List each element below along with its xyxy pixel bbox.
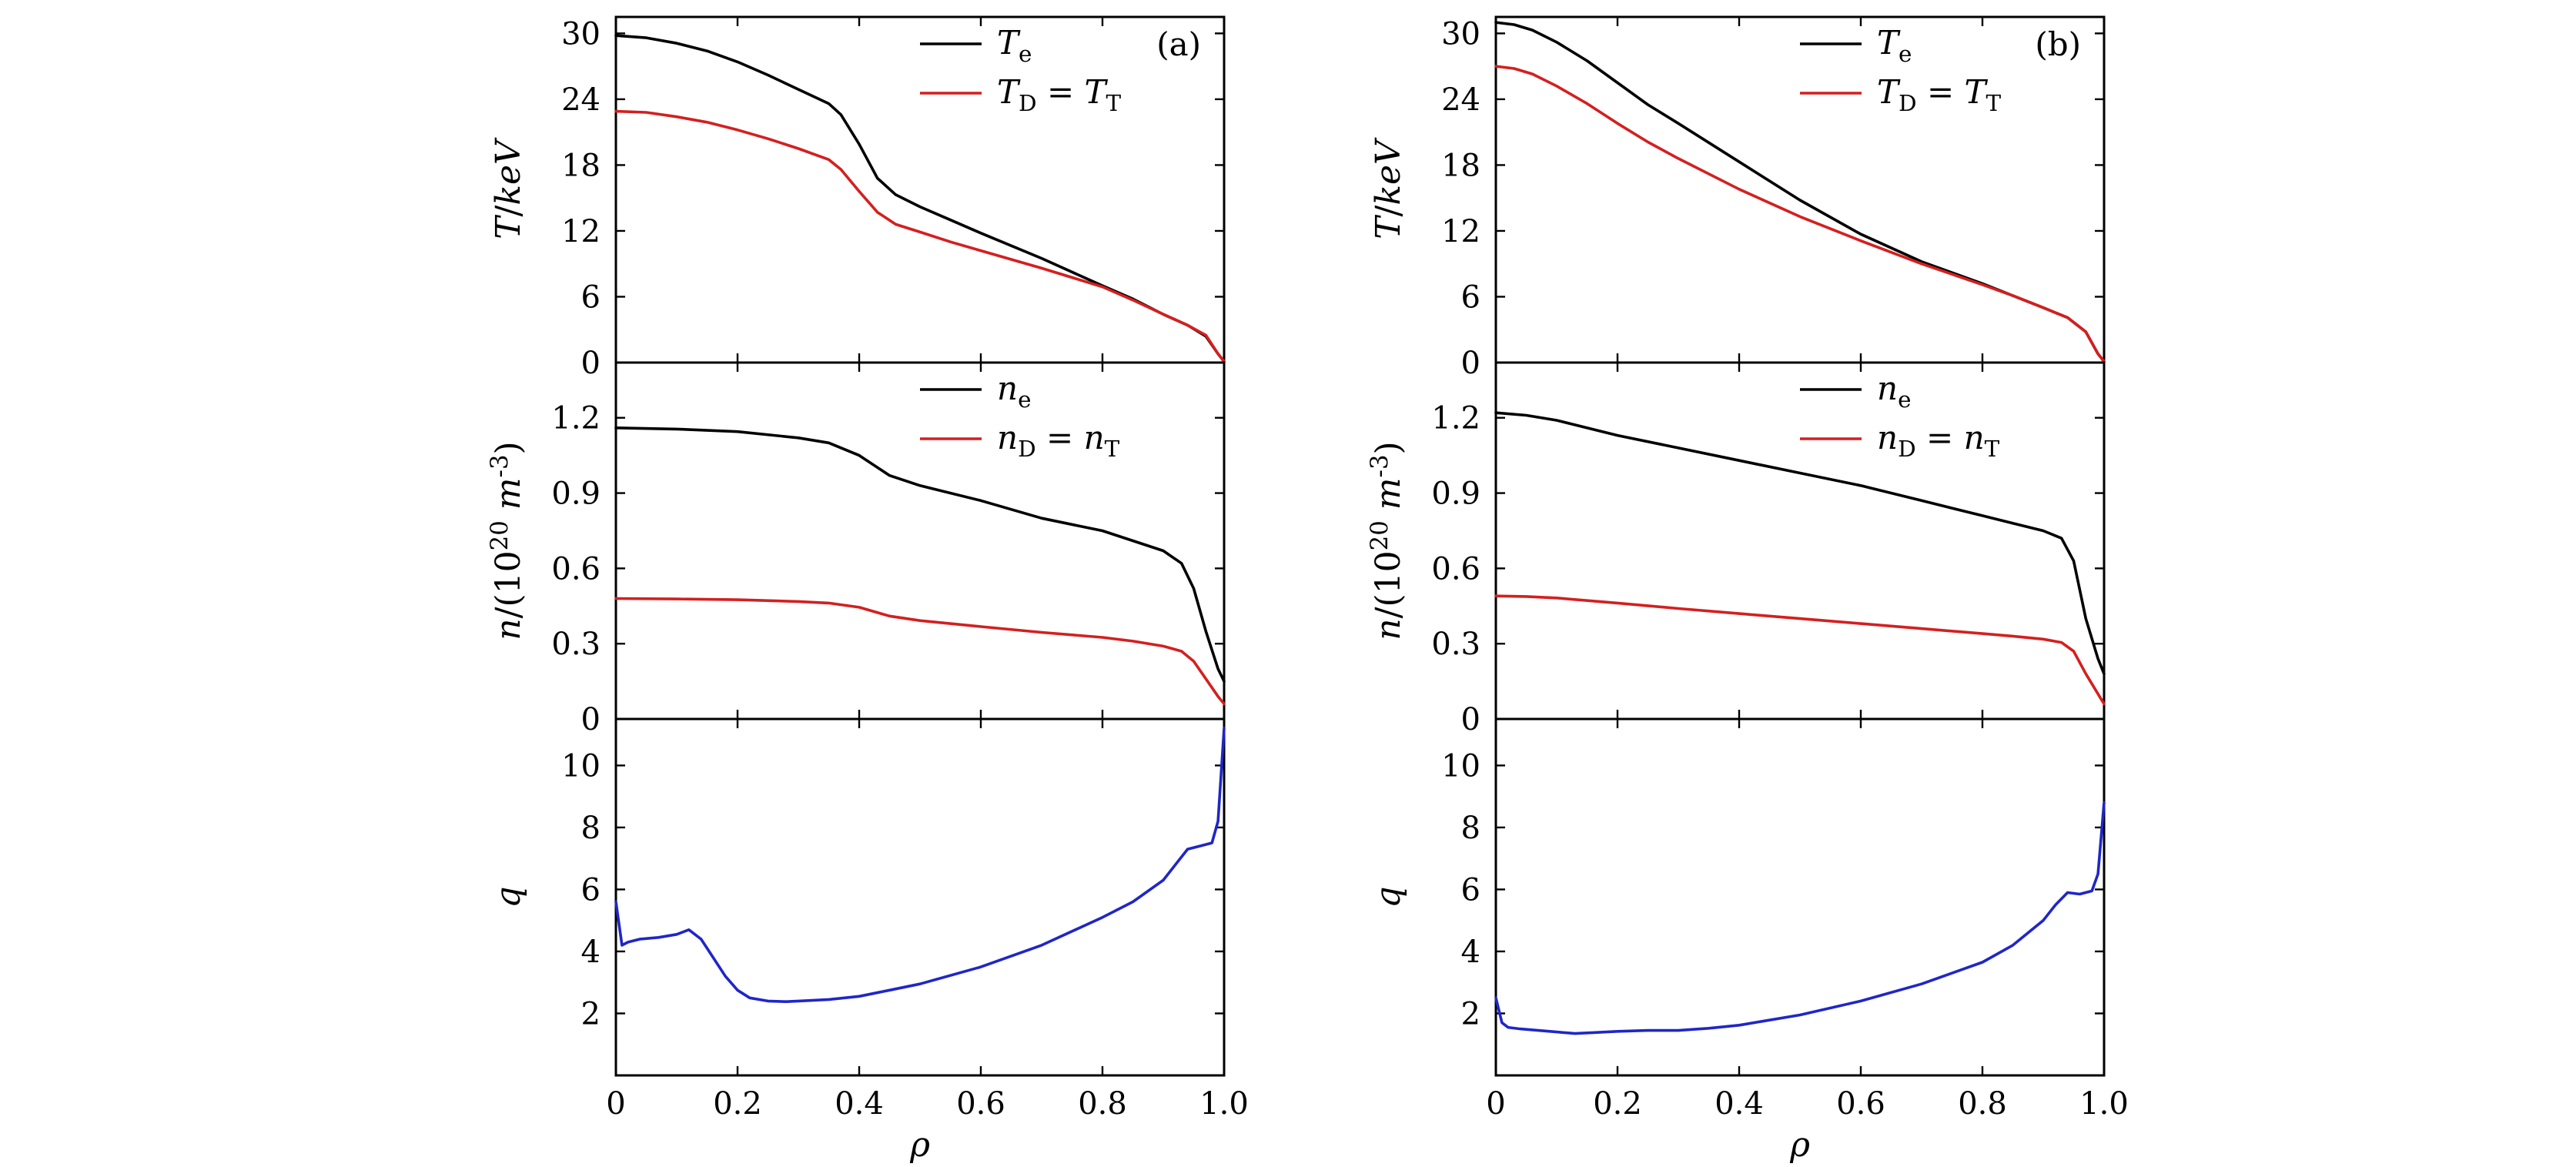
- T-plot-frame: [614, 15, 1226, 364]
- n-ylabel: n/(1020 m-3): [1366, 441, 1408, 640]
- T-ytick-label: 0: [1461, 346, 1480, 381]
- T-ytick-label: 6: [1461, 279, 1480, 315]
- xtick-label: 0.2: [713, 1086, 762, 1122]
- panel-tag: (b): [2035, 25, 2081, 63]
- T-ylabel: T/keV: [1369, 137, 1408, 239]
- n-ytick-label: 1.2: [551, 401, 601, 436]
- n-ytick-label: 1.2: [1431, 401, 1480, 436]
- T-subplot: 0 6 12 18 24 30 T/keV (b) Te TD = TT: [1369, 15, 2106, 381]
- n-ytick-label: 0.3: [1431, 627, 1480, 662]
- q-ytick-label: 6: [581, 872, 601, 908]
- q-ytick-label: 2: [581, 996, 601, 1032]
- T-ytick-label: 30: [561, 16, 601, 52]
- n-series-ne-line: [614, 426, 1226, 683]
- q-ytick-label: 8: [1461, 811, 1480, 846]
- n-subplot: 0 0.3 0.6 0.9 1.2 n/(1020 m-3) ne nD = nT: [486, 361, 1226, 737]
- n-ytick-label: 0: [1461, 702, 1480, 737]
- legend-entry: TD = TT: [997, 73, 1122, 116]
- legend-entry: nD = nT: [1877, 419, 2000, 462]
- xtick-label: 0.6: [1836, 1086, 1885, 1122]
- legend-entry: Te: [1877, 24, 1912, 67]
- q-ylabel: q: [489, 886, 528, 908]
- xtick-label: 0.6: [956, 1086, 1005, 1122]
- xtick-label: 0: [1486, 1086, 1505, 1122]
- n-series-ndnt-line: [1494, 594, 2106, 706]
- T-ytick-label: 12: [561, 214, 601, 249]
- xtick-label: 0.8: [1958, 1086, 2007, 1122]
- xtick-label: 0: [606, 1086, 625, 1122]
- T-ytick-label: 18: [1441, 148, 1480, 183]
- panel-tag: (a): [1156, 25, 1201, 63]
- q-series-q-line: [1494, 801, 2106, 1035]
- T-ytick-label: 24: [1441, 82, 1480, 118]
- xtick-label: 0.4: [1715, 1086, 1764, 1122]
- T-ytick-label: 6: [581, 279, 601, 315]
- T-series-te-line: [1494, 21, 2106, 363]
- q-subplot: 2 4 6 8 10 q 0 0.2 0.4 0.6 0.8 1.0 ρ: [489, 717, 1249, 1165]
- n-series-ne-line: [1494, 411, 2106, 676]
- legend-entry: ne: [1877, 369, 1911, 413]
- legend-entry: nD = nT: [997, 419, 1120, 462]
- T-ytick-label: 24: [561, 82, 601, 118]
- q-plot-frame: [1494, 717, 2106, 1077]
- n-ytick-label: 0.3: [551, 627, 601, 662]
- q-ytick-label: 10: [561, 748, 601, 784]
- n-ytick-label: 0.6: [1431, 551, 1480, 587]
- q-ytick-label: 6: [1461, 872, 1480, 908]
- xlabel: ρ: [1789, 1125, 1810, 1165]
- xtick-label: 0.8: [1078, 1086, 1127, 1122]
- T-series-tdtt-line: [614, 109, 1226, 363]
- q-ytick-label: 10: [1441, 748, 1480, 784]
- q-plot-frame: [614, 717, 1226, 1077]
- q-subplot: 2 4 6 8 10 q 0 0.2 0.4 0.6 0.8 1.0 ρ: [1369, 717, 2129, 1165]
- xtick-label: 0.2: [1593, 1086, 1642, 1122]
- legend-entry: Te: [997, 24, 1032, 67]
- q-ytick-label: 4: [581, 935, 601, 970]
- n-ytick-label: 0.6: [551, 551, 601, 587]
- n-ytick-label: 0: [581, 702, 601, 737]
- n-subplot: 0 0.3 0.6 0.9 1.2 n/(1020 m-3) ne nD = nT: [1366, 361, 2106, 737]
- q-ytick-label: 4: [1461, 935, 1480, 970]
- T-ylabel: T/keV: [489, 137, 528, 239]
- n-ytick-label: 0.9: [1431, 476, 1480, 512]
- T-series-tdtt-line: [1494, 65, 2106, 363]
- q-ytick-label: 2: [1461, 996, 1480, 1032]
- T-ytick-label: 18: [561, 148, 601, 183]
- q-series-q-line: [614, 727, 1226, 1003]
- q-ylabel: q: [1369, 886, 1408, 908]
- xlabel: ρ: [909, 1125, 930, 1165]
- xtick-label: 1.0: [2079, 1086, 2129, 1122]
- xtick-label: 0.4: [835, 1086, 884, 1122]
- n-series-ndnt-line: [614, 597, 1226, 706]
- legend-entry: ne: [997, 369, 1031, 413]
- n-plot-frame: [1494, 361, 2106, 721]
- T-series-te-line: [614, 34, 1226, 363]
- n-ytick-label: 0.9: [551, 476, 601, 512]
- T-plot-frame: [1494, 15, 2106, 364]
- n-ylabel: n/(1020 m-3): [486, 441, 528, 640]
- legend-entry: TD = TT: [1877, 73, 2002, 116]
- T-ytick-label: 12: [1441, 214, 1480, 249]
- T-ytick-label: 0: [581, 346, 601, 381]
- T-subplot: 0 6 12 18 24 30 T/keV (a) Te TD = TT: [489, 15, 1226, 381]
- q-ytick-label: 8: [581, 811, 601, 846]
- T-ytick-label: 30: [1441, 16, 1480, 52]
- xtick-label: 1.0: [1199, 1086, 1249, 1122]
